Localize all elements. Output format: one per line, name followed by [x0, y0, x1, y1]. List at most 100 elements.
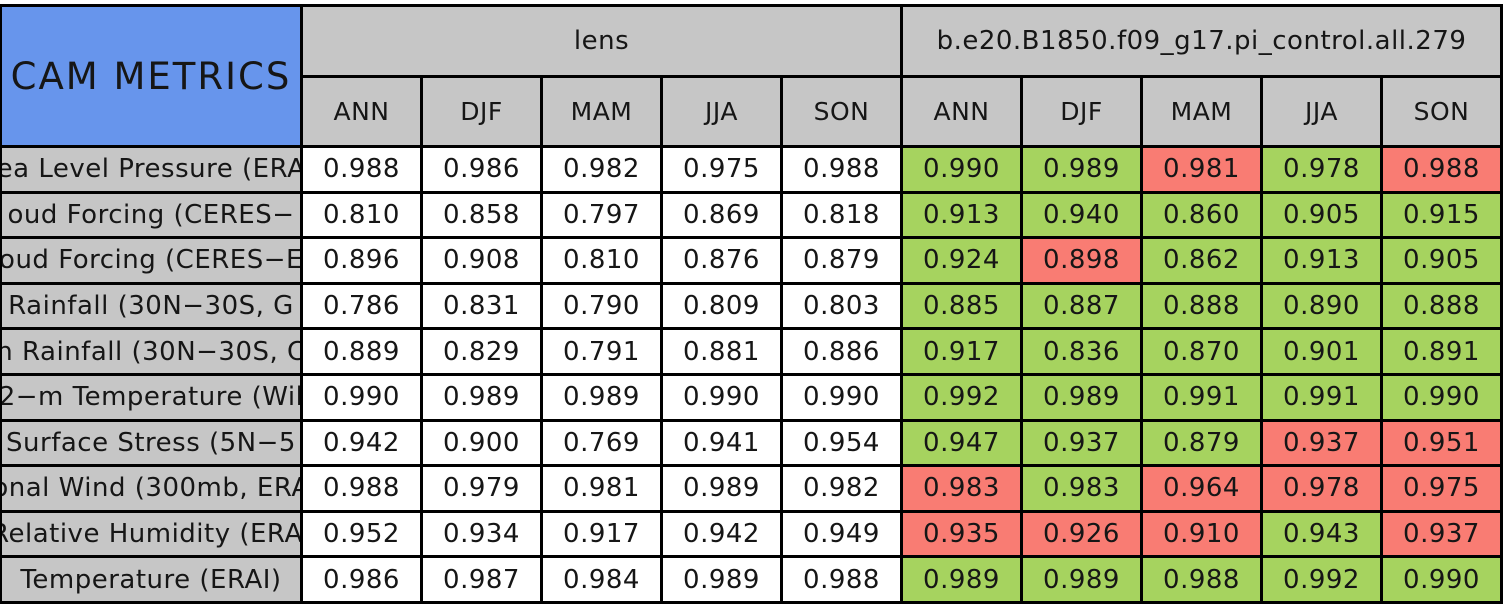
metric-value-lens: 0.900 — [423, 421, 543, 468]
metric-value-control: 0.964 — [1143, 467, 1263, 513]
metric-row-label: Temperature (ERAI) — [2, 558, 303, 604]
metric-value-lens: 0.876 — [663, 239, 783, 285]
metric-value-control: 0.913 — [1263, 239, 1383, 285]
metric-value-lens: 0.982 — [543, 148, 663, 194]
metric-value-control: 0.978 — [1263, 148, 1383, 194]
metric-value-control: 0.992 — [1263, 558, 1383, 604]
metric-value-lens: 0.988 — [783, 558, 903, 604]
metric-value-control: 0.989 — [903, 558, 1023, 604]
metric-value-control: 0.910 — [1143, 512, 1263, 559]
season-header: SON — [783, 78, 903, 148]
season-header: MAM — [1143, 78, 1263, 148]
metric-value-control: 0.870 — [1143, 330, 1263, 376]
metric-value-control: 0.913 — [903, 193, 1023, 240]
cam-metrics-table: CAM METRICS lens b.e20.B1850.f09_g17.pi_co… — [0, 4, 1503, 604]
metric-value-control: 0.937 — [1383, 512, 1503, 559]
metric-value-lens: 0.979 — [423, 467, 543, 513]
metric-value-control: 0.991 — [1143, 375, 1263, 422]
metric-value-control: 0.947 — [903, 421, 1023, 468]
metric-value-control: 0.951 — [1383, 421, 1503, 468]
metric-value-lens: 0.986 — [423, 148, 543, 194]
group-header-control-case: b.e20.B1850.f09_g17.pi_control.all.279 — [903, 7, 1503, 78]
metric-value-lens: 0.990 — [303, 375, 423, 422]
metric-value-control: 0.888 — [1383, 284, 1503, 331]
metric-value-control: 0.836 — [1023, 330, 1143, 376]
metric-value-lens: 0.989 — [543, 375, 663, 422]
metric-value-lens: 0.886 — [783, 330, 903, 376]
metric-value-control: 0.990 — [1383, 375, 1503, 422]
metric-value-lens: 0.954 — [783, 421, 903, 468]
season-header: DJF — [1023, 78, 1143, 148]
metric-value-control: 0.937 — [1263, 421, 1383, 468]
metric-value-control: 0.988 — [1383, 148, 1503, 194]
metric-value-lens: 0.797 — [543, 193, 663, 240]
metric-row-label: 2−m Temperature (Wil — [2, 375, 303, 422]
metric-value-control: 0.989 — [1023, 558, 1143, 604]
metric-value-lens: 0.988 — [303, 467, 423, 513]
metric-row-label: onal Wind (300mb, ERA — [2, 467, 303, 513]
season-header: JJA — [1263, 78, 1383, 148]
season-header: JJA — [663, 78, 783, 148]
metric-value-control: 0.988 — [1143, 558, 1263, 604]
metric-value-control: 0.891 — [1383, 330, 1503, 376]
metric-value-control: 0.978 — [1263, 467, 1383, 513]
metric-value-control: 0.905 — [1383, 239, 1503, 285]
metric-value-control: 0.935 — [903, 512, 1023, 559]
metric-row-label: oud Forcing (CERES− — [2, 193, 303, 240]
season-header: ANN — [303, 78, 423, 148]
season-header: SON — [1383, 78, 1503, 148]
metric-value-lens: 0.908 — [423, 239, 543, 285]
metric-value-lens: 0.889 — [303, 330, 423, 376]
metric-row-label: n Rainfall (30N−30S, C — [2, 330, 303, 376]
group-header-lens: lens — [303, 7, 903, 78]
metric-value-lens: 0.975 — [663, 148, 783, 194]
metric-value-control: 0.862 — [1143, 239, 1263, 285]
metric-value-lens: 0.988 — [303, 148, 423, 194]
metric-value-lens: 0.869 — [663, 193, 783, 240]
season-header: ANN — [903, 78, 1023, 148]
metric-value-control: 0.885 — [903, 284, 1023, 331]
metric-value-control: 0.905 — [1263, 193, 1383, 240]
metric-value-control: 0.991 — [1263, 375, 1383, 422]
metric-value-control: 0.990 — [903, 148, 1023, 194]
metric-value-lens: 0.786 — [303, 284, 423, 331]
metric-value-lens: 0.984 — [543, 558, 663, 604]
metric-value-lens: 0.803 — [783, 284, 903, 331]
metric-value-lens: 0.917 — [543, 512, 663, 559]
metric-value-control: 0.901 — [1263, 330, 1383, 376]
season-header: DJF — [423, 78, 543, 148]
metric-value-lens: 0.989 — [663, 467, 783, 513]
metric-value-control: 0.890 — [1263, 284, 1383, 331]
metric-value-control: 0.937 — [1023, 421, 1143, 468]
metric-value-control: 0.924 — [903, 239, 1023, 285]
metric-value-control: 0.860 — [1143, 193, 1263, 240]
metric-value-lens: 0.990 — [663, 375, 783, 422]
metric-value-control: 0.943 — [1263, 512, 1383, 559]
metric-value-control: 0.983 — [1023, 467, 1143, 513]
metric-value-control: 0.989 — [1023, 375, 1143, 422]
metric-value-control: 0.888 — [1143, 284, 1263, 331]
metric-value-control: 0.926 — [1023, 512, 1143, 559]
metric-value-control: 0.989 — [1023, 148, 1143, 194]
metric-value-lens: 0.881 — [663, 330, 783, 376]
metric-row-label: Relative Humidity (ERAI — [2, 512, 303, 559]
metric-value-control: 0.975 — [1383, 467, 1503, 513]
metric-value-lens: 0.810 — [303, 193, 423, 240]
metric-value-lens: 0.941 — [663, 421, 783, 468]
metric-value-lens: 0.990 — [783, 375, 903, 422]
metric-value-lens: 0.987 — [423, 558, 543, 604]
metric-value-lens: 0.829 — [423, 330, 543, 376]
metric-value-lens: 0.949 — [783, 512, 903, 559]
metric-value-lens: 0.981 — [543, 467, 663, 513]
table-title: CAM METRICS — [2, 7, 303, 148]
metric-value-lens: 0.934 — [423, 512, 543, 559]
metric-value-lens: 0.790 — [543, 284, 663, 331]
metric-value-control: 0.990 — [1383, 558, 1503, 604]
metric-value-control: 0.992 — [903, 375, 1023, 422]
metric-value-lens: 0.989 — [663, 558, 783, 604]
metric-value-lens: 0.769 — [543, 421, 663, 468]
metric-value-control: 0.940 — [1023, 193, 1143, 240]
metric-value-lens: 0.818 — [783, 193, 903, 240]
metric-value-lens: 0.791 — [543, 330, 663, 376]
